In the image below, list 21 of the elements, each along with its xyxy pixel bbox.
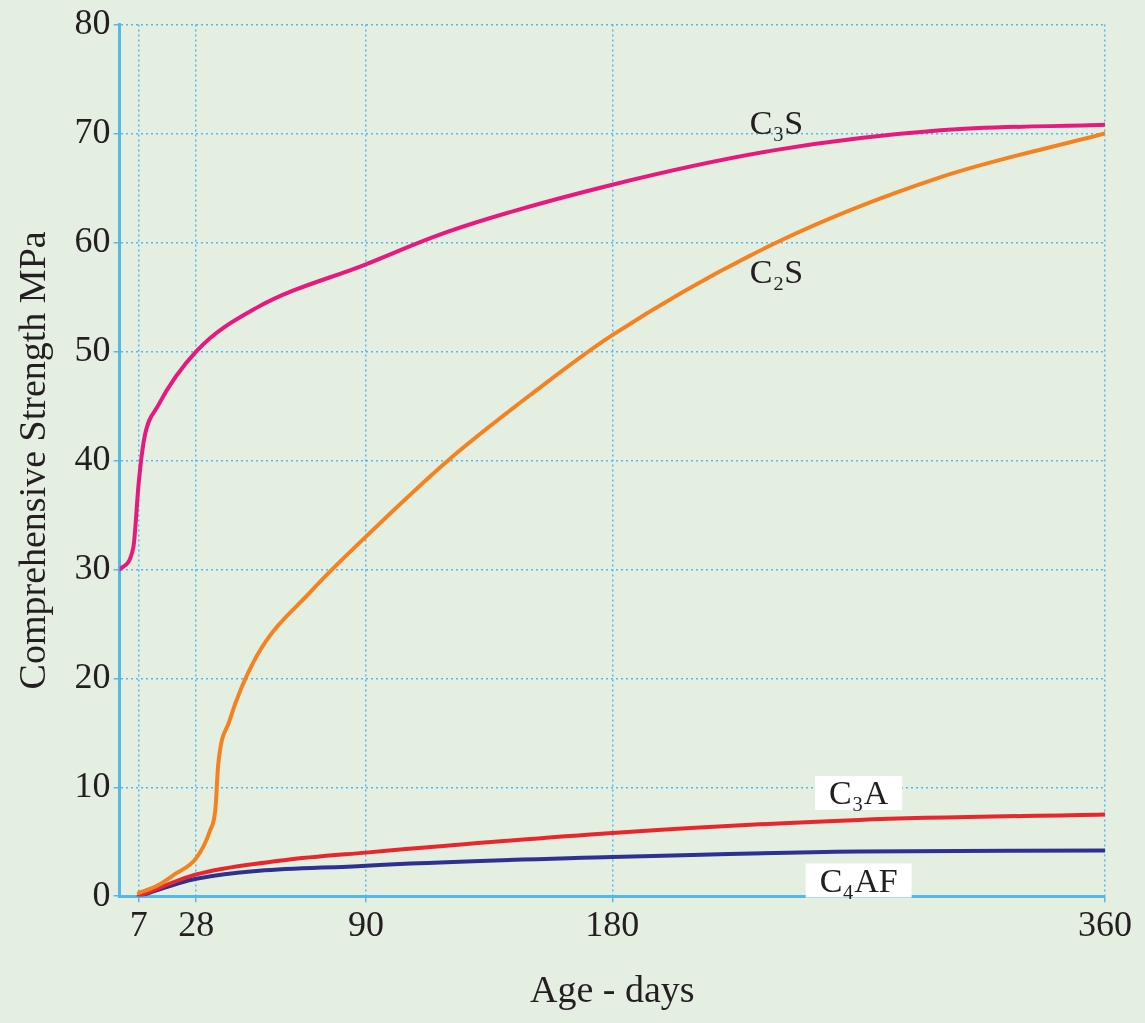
series-label: C₄AF: [819, 861, 898, 899]
series-label: C₃S: [749, 103, 804, 141]
x-tick-label: 7: [129, 904, 148, 945]
x-tick-label: 180: [585, 904, 640, 945]
y-tick-label: 10: [74, 764, 111, 805]
y-tick-label: 50: [74, 328, 111, 369]
y-tick-label: 20: [74, 655, 111, 696]
y-axis-title: Comprehensive Strength MPa: [10, 231, 53, 690]
line-series: [136, 812, 1105, 897]
y-tick-label: 70: [74, 111, 111, 151]
x-tick-label: 28: [178, 904, 215, 945]
x-tick-label: 90: [347, 904, 384, 945]
y-tick-label: 60: [74, 219, 111, 260]
series-label: C₂S: [749, 252, 804, 290]
y-tick-label: 30: [74, 546, 111, 587]
series-label: C₃A: [829, 773, 889, 811]
y-tick-label: 80: [74, 2, 111, 43]
y-tick-label: 40: [74, 437, 111, 478]
x-tick-label: 360: [1078, 904, 1132, 945]
x-axis-title: Age - days: [529, 968, 695, 1011]
y-tick-label: 0: [92, 873, 111, 914]
